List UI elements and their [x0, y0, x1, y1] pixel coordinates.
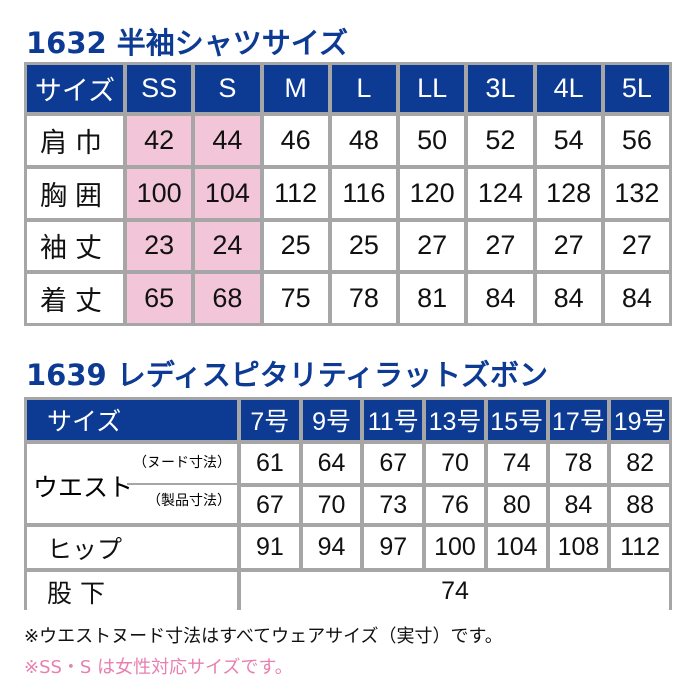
table-cell: 112 [611, 527, 669, 568]
row-label: 胸囲 [27, 168, 123, 218]
table-cell: 70 [426, 444, 484, 483]
waist-label-cell: ウエスト （ヌード寸法） （製品寸法） [27, 444, 237, 523]
table-cell: 112 [263, 168, 328, 218]
table-cell: 48 [331, 116, 396, 165]
divider [127, 483, 237, 485]
waist-nude-label: （ヌード寸法） [133, 455, 231, 471]
table-cell: 54 [536, 116, 601, 165]
table-cell: 104 [487, 527, 546, 568]
table-cell: 65 [127, 274, 192, 323]
size-header: 17号 [549, 400, 608, 440]
table-cell: 116 [331, 168, 396, 218]
table-cell: 27 [536, 221, 601, 271]
table-cell: 100 [127, 168, 192, 218]
table-cell: 42 [127, 116, 192, 165]
table-cell: 84 [549, 487, 608, 523]
table-cell: 64 [302, 444, 361, 483]
table-cell: 78 [331, 274, 396, 323]
table-cell: 97 [364, 527, 423, 568]
table-cell: 84 [604, 274, 669, 323]
shirt-size-table: サイズ SS S M L LL 3L 4L 5L 肩巾 42 44 46 48 50 52 54 56 胸囲 100 1… [24, 62, 672, 326]
size-header: S [195, 65, 260, 112]
note-waist: ※ウエストヌード寸法はすべてウェアサイズ（実寸）です。 [24, 626, 503, 647]
waist-label: ウエスト [33, 473, 134, 502]
pants-size-table: サイズ 7号 9号 11号 13号 15号 17号 19号 ウエスト （ヌード寸法） （製品寸… [24, 397, 672, 611]
size-header-label: サイズ [27, 400, 237, 440]
table-cell: 124 [468, 168, 533, 218]
table-cell: 27 [468, 221, 533, 271]
size-header: 15号 [487, 400, 546, 440]
size-header: 5L [604, 65, 669, 112]
table-cell: 67 [241, 487, 299, 523]
row-label: 肩巾 [27, 116, 123, 165]
table-cell: 27 [604, 221, 669, 271]
table-cell: 25 [331, 221, 396, 271]
table-cell: 27 [400, 221, 465, 271]
table-cell: 81 [400, 274, 465, 323]
table-cell: 24 [195, 221, 260, 271]
table-cell: 73 [364, 487, 423, 523]
table-cell: 120 [400, 168, 465, 218]
size-header: 11号 [364, 400, 423, 440]
hip-label: ヒップ [27, 527, 237, 568]
table-cell: 108 [549, 527, 608, 568]
table-cell: 91 [241, 527, 299, 568]
size-header: LL [400, 65, 465, 112]
table-cell: 75 [263, 274, 328, 323]
table-cell: 74 [487, 444, 546, 483]
waist-product-label: （製品寸法） [147, 493, 231, 509]
table-cell: 132 [604, 168, 669, 218]
table-cell: 52 [468, 116, 533, 165]
table-cell: 44 [195, 116, 260, 165]
table-cell: 88 [611, 487, 669, 523]
size-header: 4L [536, 65, 601, 112]
inseam-label: 股下 [27, 572, 237, 611]
size-header: L [331, 65, 396, 112]
size-header: SS [127, 65, 192, 112]
size-header: 13号 [426, 400, 484, 440]
pants-size-title: 1639 レディスピタリティラットズボン [26, 358, 549, 392]
table-cell: 78 [549, 444, 608, 483]
size-header: 7号 [241, 400, 299, 440]
table-cell: 56 [604, 116, 669, 165]
size-header: 9号 [302, 400, 361, 440]
table-cell: 46 [263, 116, 328, 165]
size-header: 3L [468, 65, 533, 112]
table-cell: 70 [302, 487, 361, 523]
table-cell: 61 [241, 444, 299, 483]
table-cell: 67 [364, 444, 423, 483]
table-cell: 68 [195, 274, 260, 323]
table-cell: 50 [400, 116, 465, 165]
table-cell: 82 [611, 444, 669, 483]
table-cell: 80 [487, 487, 546, 523]
table-cell: 23 [127, 221, 192, 271]
table-cell: 84 [468, 274, 533, 323]
note-women-sizes: ※SS・S は女性対応サイズです。 [24, 657, 293, 678]
table-cell: 100 [426, 527, 484, 568]
size-header: M [263, 65, 328, 112]
size-header: 19号 [611, 400, 669, 440]
table-cell: 94 [302, 527, 361, 568]
size-header-label: サイズ [27, 65, 123, 112]
row-label: 袖丈 [27, 221, 123, 271]
inseam-value: 74 [241, 572, 669, 611]
table-cell: 25 [263, 221, 328, 271]
table-cell: 84 [536, 274, 601, 323]
table-cell: 76 [426, 487, 484, 523]
row-label: 着丈 [27, 274, 123, 323]
shirt-size-title: 1632 半袖シャツサイズ [26, 26, 348, 60]
table-cell: 104 [195, 168, 260, 218]
table-cell: 128 [536, 168, 601, 218]
